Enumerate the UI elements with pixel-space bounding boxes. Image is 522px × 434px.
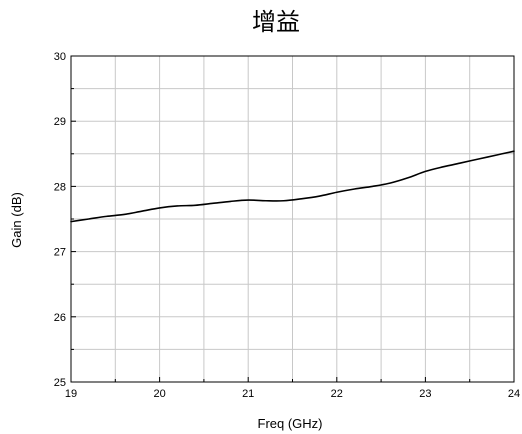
tick-labels: 19 20 21 22 23 24 25 26 27 28 29 30 xyxy=(54,51,520,400)
x-tick-label: 20 xyxy=(153,388,165,400)
y-tick-label: 28 xyxy=(54,181,66,193)
x-tick-label: 22 xyxy=(331,388,343,400)
y-tick-label: 30 xyxy=(54,51,66,63)
x-tick-label: 21 xyxy=(242,388,254,400)
plot-area-frame xyxy=(70,55,515,383)
gain-series-line xyxy=(70,150,515,223)
y-tick-label: 29 xyxy=(54,116,66,128)
x-tick-label: 23 xyxy=(419,388,431,400)
y-tick-label: 25 xyxy=(54,377,66,389)
y-tick-label: 26 xyxy=(54,312,66,324)
x-tick-label: 24 xyxy=(508,388,520,400)
chart-title: 增益 xyxy=(252,8,300,36)
y-axis-label: Gain (dB) xyxy=(9,192,24,248)
x-tick-label: 19 xyxy=(65,388,77,400)
grid xyxy=(70,55,515,383)
y-tick-label: 27 xyxy=(54,247,66,259)
x-axis-label: Freq (GHz) xyxy=(258,416,323,431)
